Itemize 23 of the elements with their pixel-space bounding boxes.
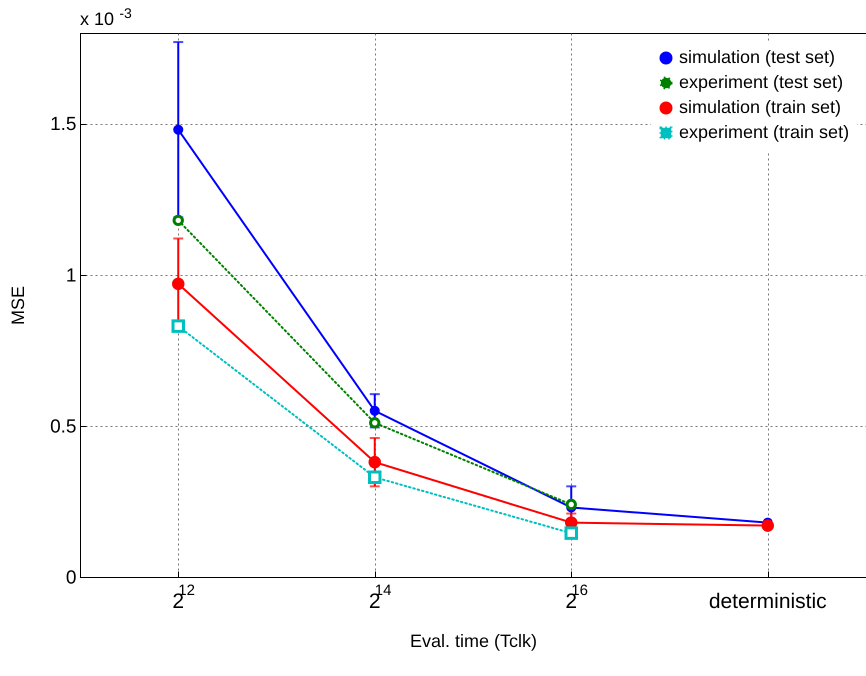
point: [172, 319, 185, 333]
point: [370, 406, 380, 416]
point: [172, 278, 184, 290]
point: [172, 214, 184, 226]
point: [368, 456, 381, 468]
x-tick-label: deterministic: [708, 590, 827, 613]
legend-label: simulation (train set): [679, 97, 842, 117]
point: [368, 470, 382, 484]
point: [564, 526, 578, 540]
y-tick-label: 1: [66, 265, 76, 286]
x-axis-title: Eval. time (Tclk): [410, 631, 538, 651]
point: [566, 498, 577, 510]
legend-label: simulation (test set): [679, 47, 836, 67]
point: [173, 124, 184, 135]
y-tick-label: 1.5: [50, 114, 76, 136]
y-tick-label: 0.5: [50, 416, 76, 438]
y-axis-title: MSE: [8, 286, 28, 326]
point: [369, 417, 380, 429]
point: [762, 519, 774, 532]
legend-label: experiment (test set): [679, 72, 844, 92]
text: x 10-3: [80, 5, 132, 29]
legend-label: experiment (train set): [679, 122, 850, 142]
y-tick-label: 0: [66, 568, 76, 588]
